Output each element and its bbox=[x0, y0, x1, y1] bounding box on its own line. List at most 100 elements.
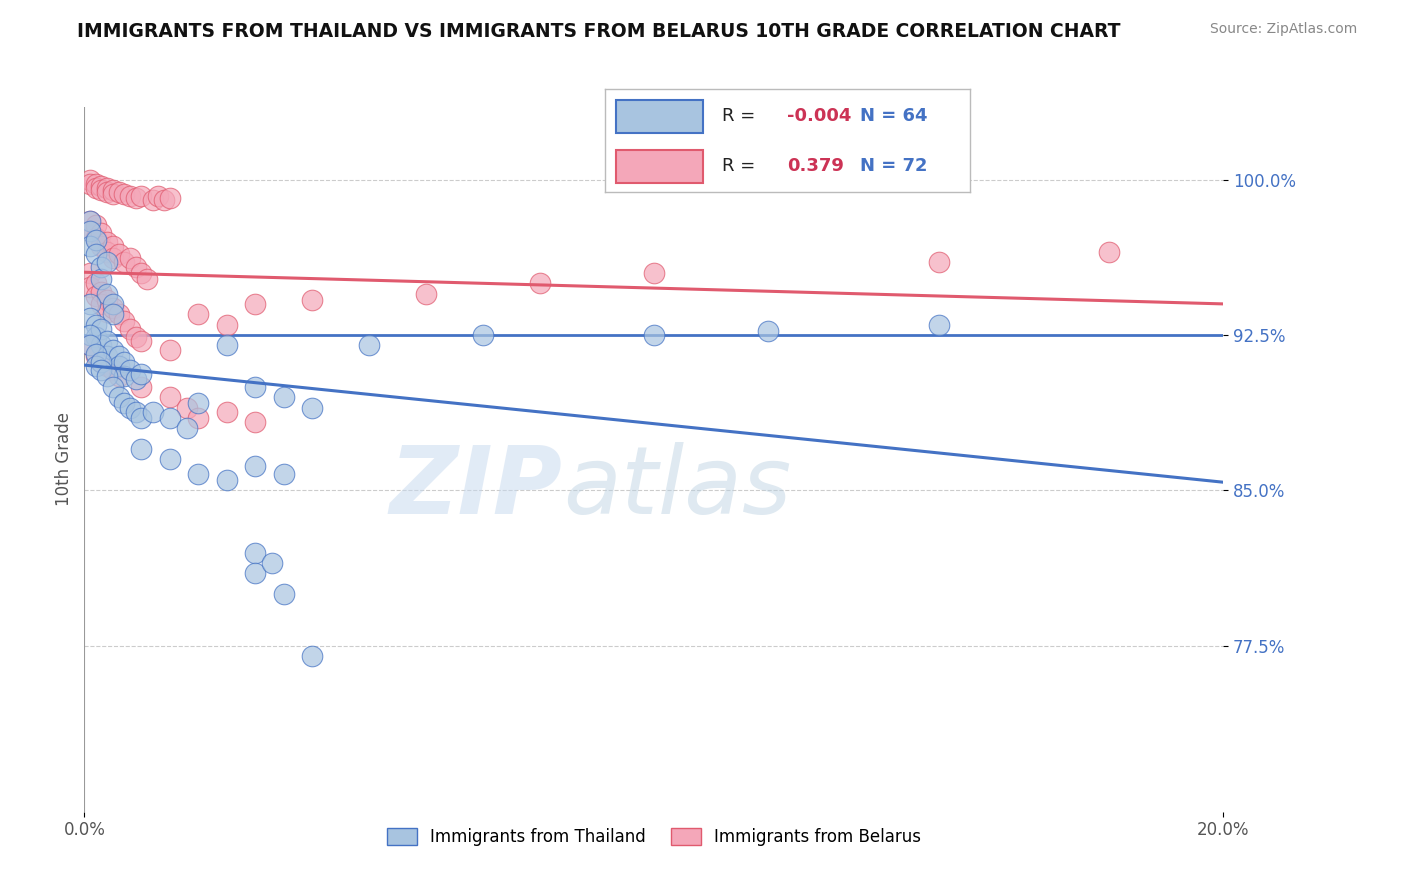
Point bbox=[124, 191, 146, 205]
Point bbox=[245, 380, 267, 394]
Point bbox=[124, 371, 146, 385]
Point bbox=[124, 405, 146, 419]
Point bbox=[301, 293, 323, 307]
Point bbox=[90, 355, 112, 369]
Point bbox=[107, 359, 129, 373]
Point bbox=[415, 286, 437, 301]
Point bbox=[96, 334, 118, 349]
Point bbox=[84, 247, 107, 261]
Point bbox=[90, 260, 112, 274]
Point bbox=[96, 255, 118, 269]
Point bbox=[84, 177, 107, 191]
Point bbox=[90, 338, 112, 352]
Point bbox=[79, 214, 101, 228]
Point bbox=[245, 297, 267, 311]
Text: N = 72: N = 72 bbox=[860, 157, 928, 175]
Point bbox=[90, 178, 112, 193]
Point bbox=[96, 181, 118, 195]
Point bbox=[245, 546, 267, 560]
Point bbox=[124, 330, 146, 344]
Point bbox=[176, 421, 198, 435]
Point bbox=[101, 252, 124, 266]
Point bbox=[96, 359, 118, 373]
Point bbox=[112, 396, 135, 410]
Point bbox=[96, 245, 118, 260]
Point bbox=[79, 338, 101, 352]
Point bbox=[112, 369, 135, 384]
Point bbox=[90, 272, 112, 286]
Point bbox=[79, 338, 101, 352]
Point bbox=[273, 390, 295, 404]
Point bbox=[131, 368, 153, 382]
Point bbox=[159, 191, 181, 205]
Point bbox=[131, 442, 153, 456]
Point bbox=[79, 214, 101, 228]
Point bbox=[79, 172, 101, 186]
Legend: Immigrants from Thailand, Immigrants from Belarus: Immigrants from Thailand, Immigrants fro… bbox=[380, 822, 928, 853]
Point bbox=[301, 401, 323, 415]
Point bbox=[159, 411, 181, 425]
Point bbox=[96, 369, 118, 384]
Point bbox=[101, 363, 124, 377]
Point bbox=[142, 194, 165, 208]
Point bbox=[107, 349, 129, 363]
Point bbox=[118, 189, 141, 203]
Point bbox=[101, 380, 124, 394]
Point bbox=[176, 401, 198, 415]
Point bbox=[96, 235, 118, 249]
Point bbox=[215, 318, 238, 332]
Point bbox=[301, 649, 323, 664]
Point bbox=[84, 346, 107, 360]
Point bbox=[187, 411, 209, 425]
Point bbox=[107, 390, 129, 404]
Point bbox=[112, 187, 135, 202]
Point bbox=[153, 194, 176, 208]
Point bbox=[84, 349, 107, 363]
Point bbox=[131, 380, 153, 394]
Point bbox=[79, 311, 101, 326]
Point bbox=[215, 338, 238, 352]
Point bbox=[96, 293, 118, 307]
Text: ZIP: ZIP bbox=[389, 442, 562, 533]
Point bbox=[112, 255, 135, 269]
FancyBboxPatch shape bbox=[616, 101, 703, 133]
Point bbox=[245, 566, 267, 581]
Point bbox=[112, 355, 135, 369]
Point bbox=[359, 338, 381, 352]
Point bbox=[118, 322, 141, 336]
Point bbox=[187, 396, 209, 410]
Point bbox=[142, 405, 165, 419]
Point bbox=[84, 318, 107, 332]
Point bbox=[90, 355, 112, 369]
Point bbox=[84, 230, 107, 244]
Point bbox=[90, 183, 112, 197]
Point bbox=[756, 324, 779, 338]
Point bbox=[124, 260, 146, 274]
Text: -0.004: -0.004 bbox=[787, 107, 852, 126]
Point bbox=[131, 411, 153, 425]
Point bbox=[273, 587, 295, 601]
Point bbox=[84, 288, 107, 302]
Point bbox=[79, 297, 101, 311]
Point bbox=[101, 343, 124, 357]
Point bbox=[262, 556, 284, 570]
Point bbox=[643, 328, 665, 343]
Point bbox=[90, 227, 112, 241]
Point bbox=[118, 363, 141, 377]
Point bbox=[131, 266, 153, 280]
Text: R =: R = bbox=[721, 107, 761, 126]
Point bbox=[928, 318, 950, 332]
Point bbox=[96, 286, 118, 301]
Point bbox=[215, 473, 238, 487]
Point bbox=[101, 301, 124, 315]
Point bbox=[118, 401, 141, 415]
Point bbox=[107, 247, 129, 261]
Point bbox=[245, 458, 267, 473]
Point bbox=[96, 185, 118, 199]
Point bbox=[84, 359, 107, 373]
Text: atlas: atlas bbox=[562, 442, 792, 533]
Point bbox=[107, 185, 129, 199]
Point bbox=[84, 218, 107, 232]
Point bbox=[131, 334, 153, 349]
Text: Source: ZipAtlas.com: Source: ZipAtlas.com bbox=[1209, 22, 1357, 37]
